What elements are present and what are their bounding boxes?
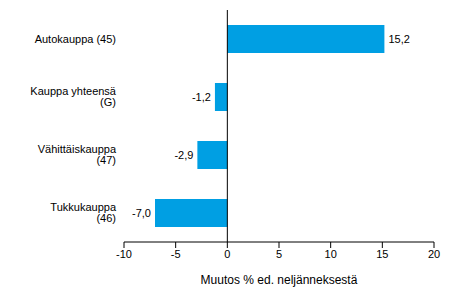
svg-text:-10: -10 [116,248,132,260]
svg-text:-7,0: -7,0 [132,207,151,219]
svg-text:15: 15 [376,248,388,260]
svg-text:0: 0 [224,248,230,260]
svg-text:Muutos % ed. neljänneksestä: Muutos % ed. neljänneksestä [201,273,358,287]
svg-text:20: 20 [428,248,440,260]
svg-text:-2,9: -2,9 [174,149,193,161]
svg-text:15,2: 15,2 [388,33,409,45]
svg-text:5: 5 [276,248,282,260]
svg-text:Autokauppa (45): Autokauppa (45) [35,33,116,45]
svg-text:Tukkukauppa(46): Tukkukauppa(46) [50,201,117,224]
svg-text:-1,2: -1,2 [192,91,211,103]
svg-text:Vähittäiskauppa(47): Vähittäiskauppa(47) [38,143,117,166]
svg-text:-5: -5 [171,248,181,260]
svg-text:Kauppa yhteensä(G): Kauppa yhteensä(G) [30,85,117,108]
svg-text:10: 10 [325,248,337,260]
